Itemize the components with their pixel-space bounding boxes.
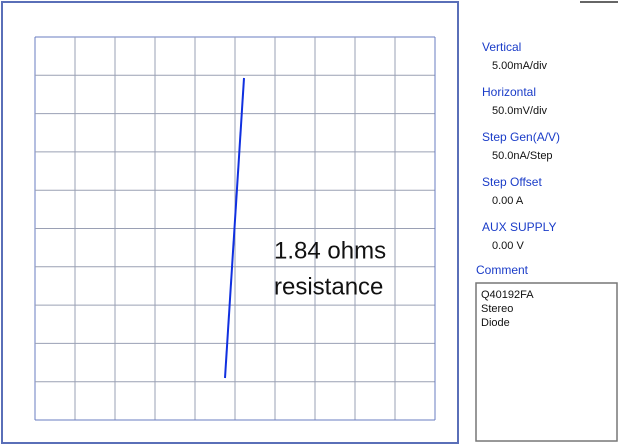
comment-line: Stereo: [481, 303, 513, 315]
setting-value: 0.00 V: [492, 240, 524, 252]
annotation: resistance: [274, 273, 383, 300]
trace: [224, 77, 245, 379]
comment-text: Q40192FA Stereo Diode: [481, 289, 534, 329]
comment-label: Comment: [476, 263, 529, 277]
comment-box[interactable]: [475, 282, 618, 442]
setting-value: 50.0mV/div: [492, 105, 548, 117]
comment-line: Diode: [481, 317, 510, 329]
setting-label: AUX SUPPLY: [482, 220, 556, 234]
setting-value: 0.00 A: [492, 195, 524, 207]
setting-label: Horizontal: [482, 85, 536, 99]
setting-label: Step Offset: [482, 175, 542, 189]
setting-label: Vertical: [482, 40, 521, 54]
setting-value: 5.00mA/div: [492, 60, 548, 72]
display-frame: [1, 1, 459, 444]
setting-value: 50.0nA/Step: [492, 150, 553, 162]
settings-panel: Vertical 5.00mA/div Horizontal 50.0mV/div St…: [482, 40, 560, 252]
grid: [34, 36, 436, 421]
comment-line: Q40192FA: [481, 289, 534, 301]
annotation: 1.84 ohms: [274, 237, 386, 264]
setting-label: Step Gen(A/V): [482, 130, 560, 144]
